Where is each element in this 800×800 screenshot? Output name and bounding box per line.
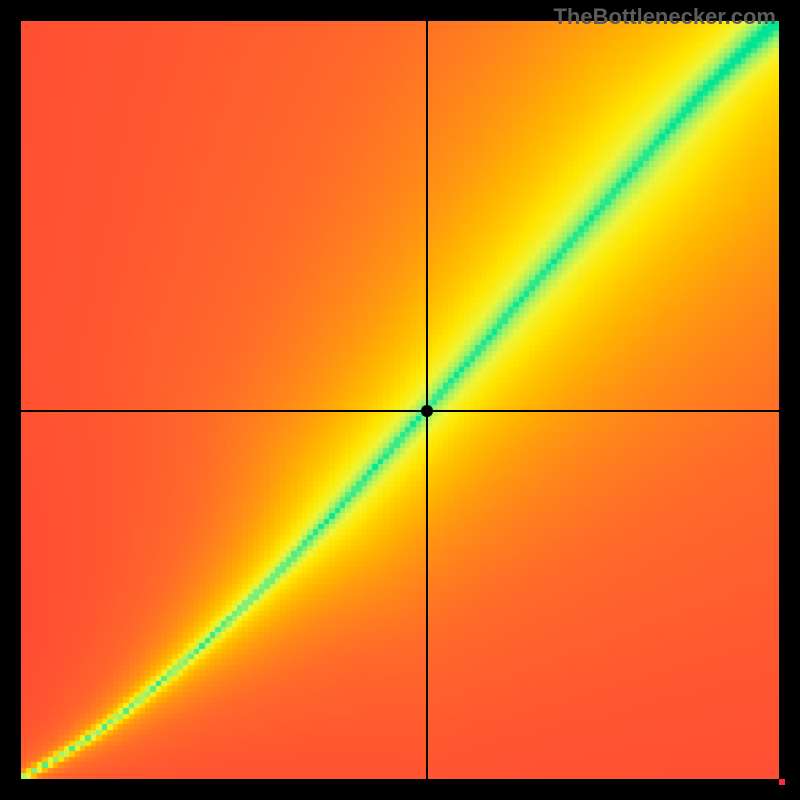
heatmap-canvas	[21, 21, 779, 779]
heatmap-plot-area	[21, 21, 779, 779]
crosshair-horizontal-line	[21, 410, 779, 412]
crosshair-vertical-line	[426, 21, 428, 779]
watermark-text: TheBottlenecker.com	[553, 4, 776, 30]
outer-frame: TheBottlenecker.com	[0, 0, 800, 800]
crosshair-dot	[421, 405, 433, 417]
bottom-right-marker	[779, 779, 785, 785]
